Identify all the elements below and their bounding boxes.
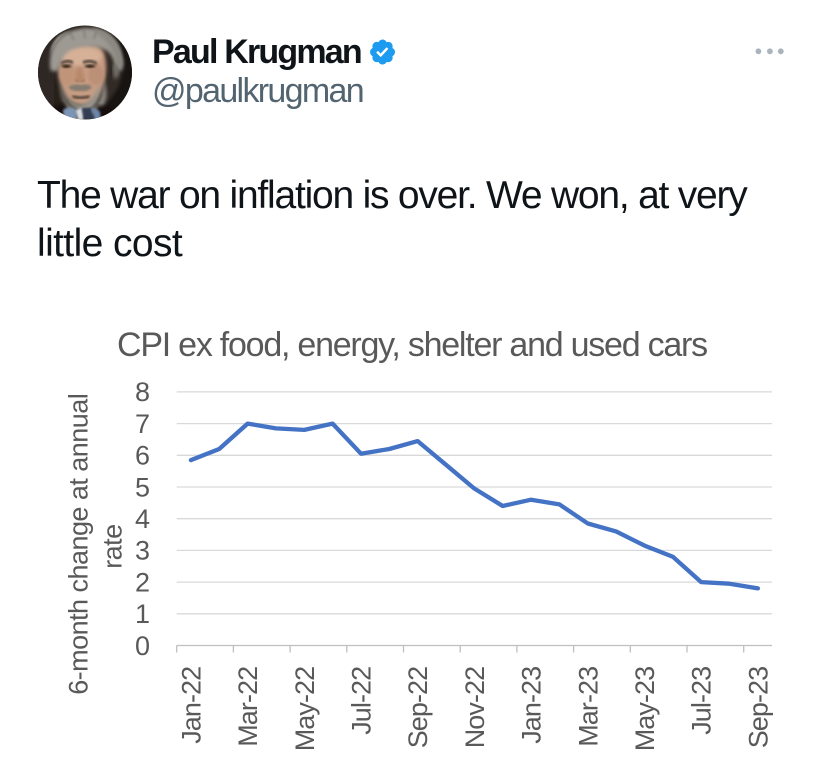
svg-text:Jan-22: Jan-22 bbox=[176, 667, 206, 744]
svg-text:1: 1 bbox=[135, 599, 150, 629]
svg-text:Jul-23: Jul-23 bbox=[687, 667, 717, 735]
svg-text:Nov-22: Nov-22 bbox=[460, 667, 490, 748]
svg-text:rate: rate bbox=[98, 524, 128, 568]
svg-text:5: 5 bbox=[135, 472, 150, 502]
svg-text:Jul-22: Jul-22 bbox=[347, 667, 377, 735]
svg-text:3: 3 bbox=[135, 536, 150, 566]
svg-text:2: 2 bbox=[135, 567, 150, 597]
svg-text:Mar-23: Mar-23 bbox=[573, 667, 603, 747]
svg-text:May-22: May-22 bbox=[290, 667, 320, 751]
svg-text:7: 7 bbox=[135, 409, 150, 439]
svg-text:6: 6 bbox=[135, 441, 150, 471]
svg-text:Jan-23: Jan-23 bbox=[517, 667, 547, 744]
svg-text:8: 8 bbox=[135, 377, 150, 407]
svg-text:Sep-23: Sep-23 bbox=[743, 667, 773, 749]
svg-text:Sep-22: Sep-22 bbox=[403, 667, 433, 749]
svg-text:0: 0 bbox=[135, 631, 150, 661]
svg-text:May-23: May-23 bbox=[630, 667, 660, 751]
svg-text:6-month change at annual: 6-month change at annual bbox=[63, 394, 93, 695]
svg-text:Mar-22: Mar-22 bbox=[233, 667, 263, 747]
svg-text:CPI ex food, energy, shelter a: CPI ex food, energy, shelter and used ca… bbox=[117, 326, 707, 364]
svg-text:4: 4 bbox=[135, 504, 150, 534]
